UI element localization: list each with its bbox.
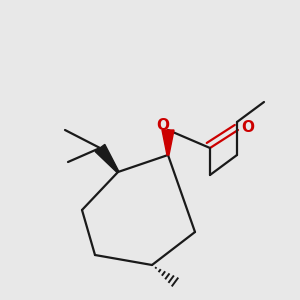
Polygon shape (162, 130, 174, 155)
Text: O: O (157, 118, 169, 134)
Polygon shape (95, 144, 119, 172)
Text: O: O (242, 121, 254, 136)
